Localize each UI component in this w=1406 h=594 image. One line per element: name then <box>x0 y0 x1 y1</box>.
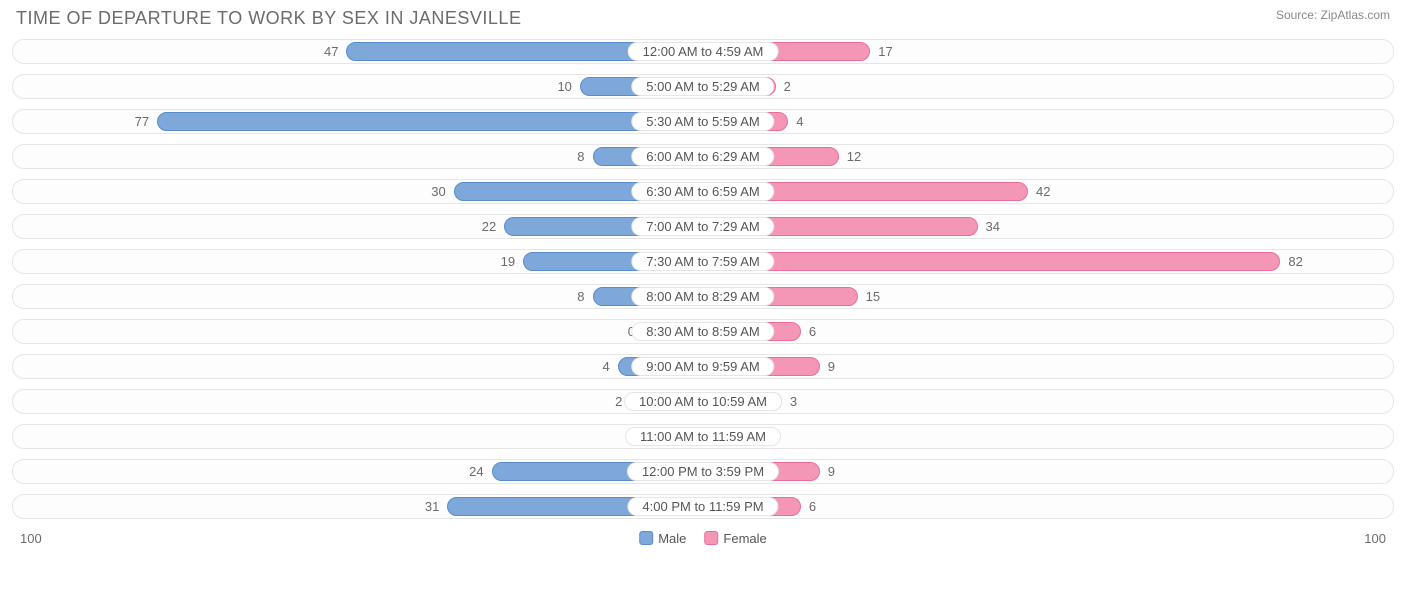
value-female: 3 <box>784 390 803 413</box>
chart-row: 4 9 9:00 AM to 9:59 AM <box>12 354 1394 379</box>
category-label: 9:00 AM to 9:59 AM <box>631 357 774 376</box>
value-male: 47 <box>318 40 344 63</box>
bar-female <box>703 252 1280 271</box>
value-male: 10 <box>551 75 577 98</box>
value-female: 34 <box>980 215 1006 238</box>
chart-container: TIME OF DEPARTURE TO WORK BY SEX IN JANE… <box>0 0 1406 555</box>
value-female: 4 <box>790 110 809 133</box>
category-label: 5:30 AM to 5:59 AM <box>631 112 774 131</box>
category-label: 8:00 AM to 8:29 AM <box>631 287 774 306</box>
chart-row: 19 82 7:30 AM to 7:59 AM <box>12 249 1394 274</box>
value-male: 30 <box>425 180 451 203</box>
axis-max-right: 100 <box>1364 531 1386 546</box>
chart-row: 30 42 6:30 AM to 6:59 AM <box>12 179 1394 204</box>
diverging-bar-chart: 47 17 12:00 AM to 4:59 AM 10 25:00 AM to 5:2… <box>12 39 1394 519</box>
value-female: 9 <box>822 355 841 378</box>
category-label: 6:00 AM to 6:29 AM <box>631 147 774 166</box>
value-female: 82 <box>1282 250 1308 273</box>
chart-row: 31 6 4:00 PM to 11:59 PM <box>12 494 1394 519</box>
value-male: 8 <box>571 285 590 308</box>
category-label: 5:00 AM to 5:29 AM <box>631 77 774 96</box>
chart-row: 8 15 8:00 AM to 8:29 AM <box>12 284 1394 309</box>
chart-row: 10 25:00 AM to 5:29 AM <box>12 74 1394 99</box>
value-male: 8 <box>571 145 590 168</box>
value-male: 77 <box>129 110 155 133</box>
value-female: 42 <box>1030 180 1056 203</box>
legend-item-male: Male <box>639 531 686 546</box>
value-female: 6 <box>803 495 822 518</box>
chart-row: 24 9 12:00 PM to 3:59 PM <box>12 459 1394 484</box>
chart-source: Source: ZipAtlas.com <box>1276 8 1390 22</box>
category-label: 12:00 AM to 4:59 AM <box>628 42 779 61</box>
category-label: 8:30 AM to 8:59 AM <box>631 322 774 341</box>
value-female: 9 <box>822 460 841 483</box>
category-label: 12:00 PM to 3:59 PM <box>627 462 779 481</box>
value-female: 12 <box>841 145 867 168</box>
value-male: 31 <box>419 495 445 518</box>
value-male: 22 <box>476 215 502 238</box>
chart-title: TIME OF DEPARTURE TO WORK BY SEX IN JANE… <box>16 8 521 29</box>
header: TIME OF DEPARTURE TO WORK BY SEX IN JANE… <box>12 8 1394 39</box>
chart-row: 0011:00 AM to 11:59 AM <box>12 424 1394 449</box>
axis-max-left: 100 <box>20 531 42 546</box>
category-label: 10:00 AM to 10:59 AM <box>624 392 782 411</box>
chart-row: 22 34 7:00 AM to 7:29 AM <box>12 214 1394 239</box>
bar-male <box>157 112 703 131</box>
legend-label-male: Male <box>658 531 686 546</box>
legend-swatch-male <box>639 531 653 545</box>
category-label: 6:30 AM to 6:59 AM <box>631 182 774 201</box>
value-male: 19 <box>495 250 521 273</box>
chart-footer: 100 Male Female 100 <box>12 529 1394 555</box>
legend-label-female: Female <box>723 531 766 546</box>
value-female: 2 <box>778 75 797 98</box>
chart-row: 8 12 6:00 AM to 6:29 AM <box>12 144 1394 169</box>
category-label: 11:00 AM to 11:59 AM <box>625 427 781 446</box>
category-label: 4:00 PM to 11:59 PM <box>627 497 778 516</box>
legend-item-female: Female <box>704 531 766 546</box>
chart-row: 47 17 12:00 AM to 4:59 AM <box>12 39 1394 64</box>
legend-swatch-female <box>704 531 718 545</box>
value-female: 17 <box>872 40 898 63</box>
category-label: 7:30 AM to 7:59 AM <box>631 252 774 271</box>
chart-row: 77 4 5:30 AM to 5:59 AM <box>12 109 1394 134</box>
chart-row: 2310:00 AM to 10:59 AM <box>12 389 1394 414</box>
value-male: 4 <box>597 355 616 378</box>
category-label: 7:00 AM to 7:29 AM <box>631 217 774 236</box>
value-female: 6 <box>803 320 822 343</box>
legend: Male Female <box>639 531 767 546</box>
chart-row: 068:30 AM to 8:59 AM <box>12 319 1394 344</box>
value-male: 24 <box>463 460 489 483</box>
value-female: 15 <box>860 285 886 308</box>
